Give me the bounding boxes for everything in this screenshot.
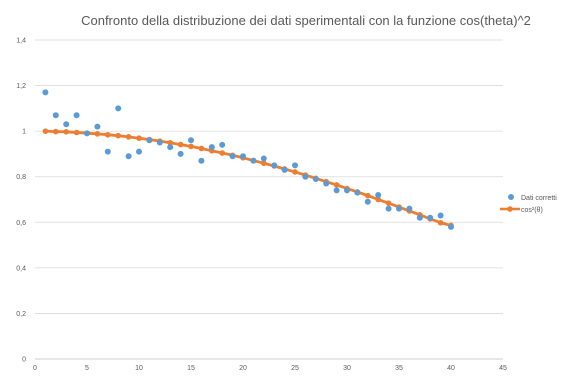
y-axis-ticks: 0 0,2 0,4 0,6 0,8 1 1,2 1,4 bbox=[16, 38, 26, 364]
data-point-dati-corretti bbox=[229, 153, 236, 160]
y-tick-label: 0,2 bbox=[16, 311, 26, 318]
y-tick-label: 1,4 bbox=[16, 38, 26, 45]
x-tick-label: 40 bbox=[447, 365, 455, 372]
data-point-dati-corretti bbox=[63, 121, 70, 128]
data-point-dati-corretti bbox=[240, 153, 246, 160]
data-point-cos2 bbox=[42, 128, 49, 134]
data-point-dati-corretti bbox=[292, 162, 298, 169]
chart-title: Confronto della distribuzione dei dati s… bbox=[81, 13, 531, 28]
data-point-dati-corretti bbox=[302, 173, 309, 180]
data-point-cos2 bbox=[375, 196, 382, 203]
data-point-dati-corretti bbox=[167, 144, 174, 151]
data-point-dati-corretti bbox=[125, 153, 132, 160]
data-point-cos2 bbox=[94, 131, 101, 137]
data-point-dati-corretti bbox=[115, 105, 122, 112]
y-tick-label: 1,2 bbox=[16, 83, 26, 90]
data-point-dati-corretti bbox=[427, 214, 434, 221]
data-point-dati-corretti bbox=[448, 223, 454, 230]
data-point-dati-corretti bbox=[364, 198, 371, 205]
data-point-cos2 bbox=[261, 160, 267, 167]
data-point-dati-corretti bbox=[375, 191, 382, 198]
data-point-dati-corretti bbox=[104, 148, 111, 155]
data-point-dati-corretti bbox=[396, 205, 402, 212]
data-point-cos2 bbox=[177, 141, 184, 148]
data-point-dati-corretti bbox=[323, 180, 330, 187]
data-point-cos2 bbox=[198, 145, 205, 152]
y-tick-label: 0,8 bbox=[16, 174, 26, 181]
data-point-cos2 bbox=[115, 132, 121, 139]
data-point-cos2 bbox=[63, 129, 69, 135]
x-tick-label: 10 bbox=[135, 365, 143, 372]
plot-area bbox=[42, 89, 454, 230]
data-point-dati-corretti bbox=[198, 157, 205, 164]
x-tick-label: 5 bbox=[85, 365, 89, 372]
data-point-cos2 bbox=[385, 200, 392, 206]
data-point-dati-corretti bbox=[416, 214, 423, 221]
x-tick-label: 35 bbox=[395, 365, 403, 372]
legend-marker-cos2 bbox=[507, 206, 513, 212]
data-point-dati-corretti bbox=[146, 137, 153, 144]
data-point-dati-corretti bbox=[344, 187, 350, 194]
y-tick-label: 0,6 bbox=[16, 220, 26, 227]
data-point-cos2 bbox=[73, 129, 80, 136]
legend-label-dati-corretti: Dati corretti bbox=[521, 195, 557, 202]
gridlines bbox=[35, 39, 503, 360]
legend: Dati corretti cos²(θ) bbox=[500, 194, 557, 214]
data-point-dati-corretti bbox=[42, 89, 49, 96]
data-point-dati-corretti bbox=[333, 187, 340, 194]
data-point-dati-corretti bbox=[271, 162, 278, 169]
data-point-cos2 bbox=[292, 169, 298, 175]
x-tick-label: 30 bbox=[343, 365, 351, 372]
data-point-dati-corretti bbox=[177, 150, 184, 157]
data-point-dati-corretti bbox=[73, 112, 80, 119]
x-tick-label: 0 bbox=[33, 365, 37, 372]
data-point-dati-corretti bbox=[219, 141, 226, 148]
data-point-dati-corretti bbox=[52, 112, 59, 119]
data-point-cos2 bbox=[125, 134, 132, 140]
data-point-dati-corretti bbox=[94, 123, 101, 130]
data-point-dati-corretti bbox=[437, 212, 444, 219]
legend-marker-dati-corretti bbox=[508, 194, 514, 200]
series-line-cos2 bbox=[44, 129, 453, 227]
data-point-dati-corretti bbox=[156, 139, 163, 146]
data-point-cos2 bbox=[105, 131, 111, 138]
x-tick-label: 15 bbox=[187, 365, 195, 372]
x-tick-label: 20 bbox=[239, 365, 247, 372]
data-point-dati-corretti bbox=[354, 189, 361, 196]
x-tick-label: 25 bbox=[291, 365, 299, 372]
data-point-dati-corretti bbox=[281, 166, 288, 173]
data-point-cos2 bbox=[136, 135, 142, 142]
data-point-cos2 bbox=[219, 150, 225, 156]
data-point-cos2 bbox=[333, 182, 340, 188]
data-point-dati-corretti bbox=[260, 155, 267, 162]
data-point-dati-corretti bbox=[208, 144, 215, 151]
data-point-dati-corretti bbox=[136, 148, 142, 155]
legend-label-cos2: cos²(θ) bbox=[521, 207, 543, 214]
data-point-dati-corretti bbox=[250, 157, 257, 164]
y-tick-label: 0 bbox=[22, 357, 26, 364]
data-point-dati-corretti bbox=[84, 130, 90, 137]
data-point-cos2 bbox=[188, 143, 194, 150]
x-tick-label: 45 bbox=[499, 365, 507, 372]
data-point-cos2 bbox=[437, 219, 444, 226]
data-point-dati-corretti bbox=[385, 205, 392, 212]
y-tick-label: 1 bbox=[22, 129, 26, 136]
data-point-cos2 bbox=[365, 192, 371, 199]
data-point-cos2 bbox=[53, 128, 59, 135]
data-point-dati-corretti bbox=[312, 175, 319, 182]
x-axis-ticks: 0 5 10 15 20 25 30 35 40 45 bbox=[33, 365, 507, 372]
data-point-dati-corretti bbox=[406, 205, 413, 212]
data-point-cos2 bbox=[167, 139, 173, 146]
data-point-dati-corretti bbox=[188, 137, 194, 144]
y-tick-label: 0,4 bbox=[16, 265, 26, 272]
